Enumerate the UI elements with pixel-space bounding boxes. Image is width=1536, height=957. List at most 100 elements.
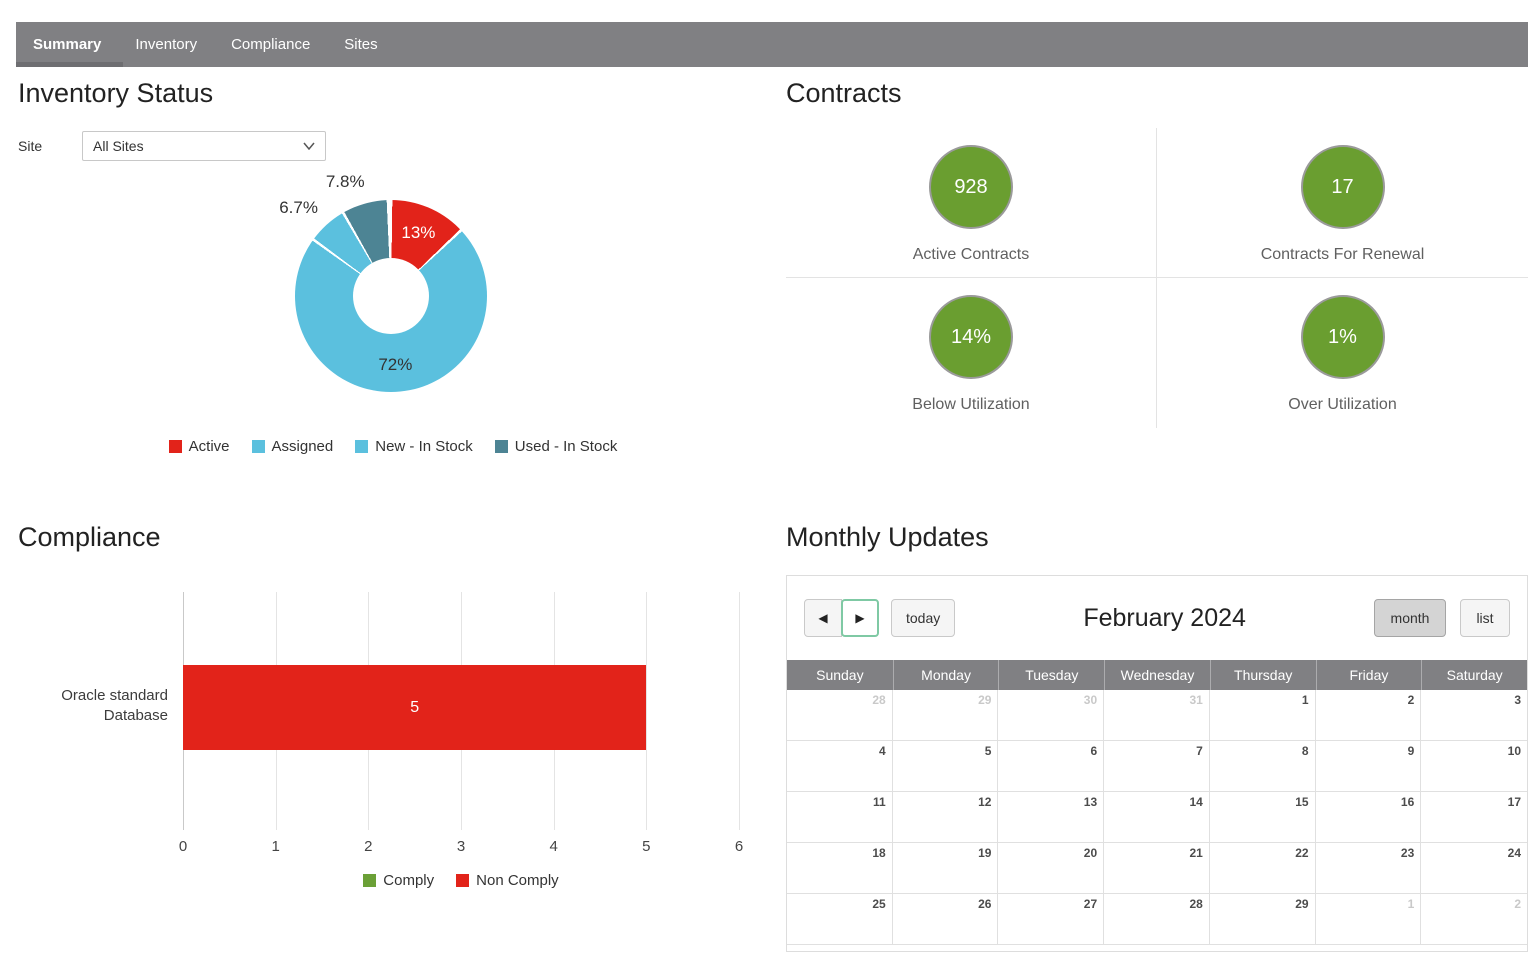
tab-compliance[interactable]: Compliance <box>231 36 311 53</box>
calendar-day-cell[interactable]: 24 <box>1421 843 1527 894</box>
contracts-tile-active: 928 Active Contracts <box>786 128 1157 278</box>
chevron-down-icon <box>303 142 315 150</box>
calendar-day-cell[interactable]: 17 <box>1421 792 1527 843</box>
contracts-grid: 928 Active Contracts 17 Contracts For Re… <box>786 128 1528 428</box>
legend-label: Non Comply <box>476 872 559 889</box>
bar-value-label: 5 <box>410 698 420 716</box>
calendar-day-cell[interactable]: 23 <box>1315 843 1422 894</box>
gridline <box>739 592 740 830</box>
calendar-day-cell[interactable]: 8 <box>1209 741 1316 792</box>
tab-sites[interactable]: Sites <box>344 36 378 53</box>
calendar-today-button[interactable]: today <box>891 599 956 637</box>
contracts-tile-over-utilization: 1% Over Utilization <box>1157 278 1528 428</box>
legend-item[interactable]: Non Comply <box>456 872 559 889</box>
monthly-updates-title: Monthly Updates <box>786 522 989 552</box>
contracts-title: Contracts <box>786 78 902 108</box>
x-tick-label: 4 <box>549 838 558 855</box>
legend-swatch-icon <box>168 440 182 453</box>
calendar-day-cell[interactable]: 9 <box>1315 741 1422 792</box>
contracts-tile-renewal: 17 Contracts For Renewal <box>1157 128 1528 278</box>
calendar-day-cell[interactable]: 21 <box>1104 843 1210 894</box>
calendar-day-cell[interactable]: 31 <box>1104 690 1210 741</box>
kpi-label: Below Utilization <box>912 396 1030 413</box>
calendar-list-view-button[interactable]: list <box>1460 599 1510 637</box>
legend-item[interactable]: New - In Stock <box>355 438 473 455</box>
weekday-header-cell: Monday <box>892 660 999 690</box>
legend-swatch-icon <box>363 874 377 887</box>
calendar-day-cell[interactable]: 5 <box>892 741 999 792</box>
x-tick-label: 1 <box>271 838 280 855</box>
calendar-day-cell[interactable]: 28 <box>1104 894 1210 945</box>
calendar-day-cell[interactable]: 20 <box>998 843 1105 894</box>
top-tab-bar: Summary Inventory Compliance Sites <box>16 22 1528 67</box>
calendar-day-cell[interactable]: 4 <box>787 741 893 792</box>
bar-category-label: Oracle standard Database <box>61 687 168 724</box>
calendar-day-cell[interactable]: 2 <box>1421 894 1527 945</box>
compliance-chart-legend: Comply Non Comply <box>183 872 739 889</box>
legend-item[interactable]: Comply <box>363 872 434 889</box>
legend-swatch-icon <box>456 874 470 887</box>
kpi-circle-over-utilization: 1% <box>1300 295 1385 379</box>
calendar-day-cell[interactable]: 18 <box>787 843 893 894</box>
calendar: ◀ ▶ today February 2024 month list Sunda… <box>786 575 1528 952</box>
site-select[interactable]: All Sites <box>82 131 326 161</box>
calendar-day-cell[interactable]: 6 <box>998 741 1105 792</box>
calendar-day-cell[interactable]: 10 <box>1421 741 1527 792</box>
calendar-day-cell[interactable]: 12 <box>892 792 999 843</box>
calendar-month-title: February 2024 <box>1083 603 1246 632</box>
weekday-header-cell: Friday <box>1315 660 1422 690</box>
contracts-tile-below-utilization: 14% Below Utilization <box>786 278 1157 428</box>
donut-ring <box>295 200 487 392</box>
calendar-day-cell[interactable]: 7 <box>1104 741 1210 792</box>
calendar-day-cell[interactable]: 28 <box>787 690 893 741</box>
calendar-day-cell[interactable]: 27 <box>998 894 1105 945</box>
calendar-day-cell[interactable]: 25 <box>787 894 893 945</box>
legend-label: Active <box>188 438 230 455</box>
calendar-day-cell[interactable]: 13 <box>998 792 1105 843</box>
x-axis-ticks: 0 1 2 3 4 5 6 <box>179 838 743 856</box>
calendar-day-cell[interactable]: 16 <box>1315 792 1422 843</box>
inventory-status-title: Inventory Status <box>18 78 214 108</box>
legend-item[interactable]: Assigned <box>251 438 333 455</box>
legend-swatch-icon <box>494 440 508 453</box>
gridline <box>646 592 648 830</box>
weekday-header-cell: Wednesday <box>1104 660 1210 690</box>
calendar-month-view-button[interactable]: month <box>1374 599 1446 637</box>
weekday-header-cell: Sunday <box>816 667 864 683</box>
calendar-day-cell[interactable]: 26 <box>892 894 999 945</box>
calendar-prev-button[interactable]: ◀ <box>804 599 842 637</box>
left-arrow-icon: ◀ <box>818 611 828 625</box>
active-tab-indicator <box>16 62 123 67</box>
x-tick-label: 3 <box>456 838 466 855</box>
calendar-day-cell[interactable]: 19 <box>892 843 999 894</box>
kpi-circle-below-utilization: 14% <box>929 295 1013 379</box>
donut-slice-label: 7.8% <box>325 172 365 192</box>
calendar-day-cell[interactable]: 29 <box>1209 894 1316 945</box>
bar-non-comply: 5 <box>183 665 647 750</box>
site-label: Site <box>18 138 43 154</box>
weekday-header-cell: Saturday <box>1421 660 1527 690</box>
calendar-next-button[interactable]: ▶ <box>841 599 879 637</box>
calendar-day-cell[interactable]: 22 <box>1209 843 1316 894</box>
calendar-day-cell[interactable]: 14 <box>1104 792 1210 843</box>
tab-inventory[interactable]: Inventory <box>135 36 198 53</box>
calendar-day-cell[interactable]: 1 <box>1315 894 1422 945</box>
calendar-day-cell[interactable]: 2 <box>1315 690 1422 741</box>
calendar-weekday-header: Sunday Monday Tuesday Wednesday Thursday Frid… <box>787 660 1527 690</box>
calendar-day-cell[interactable]: 29 <box>892 690 999 741</box>
calendar-day-cell[interactable]: 11 <box>787 792 893 843</box>
tab-summary[interactable]: Summary <box>33 36 102 53</box>
legend-label: New - In Stock <box>375 438 473 455</box>
calendar-day-cell[interactable]: 15 <box>1209 792 1316 843</box>
x-tick-label: 6 <box>734 838 744 855</box>
calendar-day-cell[interactable]: 3 <box>1421 690 1527 741</box>
donut-slice-label: 6.7% <box>279 198 318 218</box>
legend-item[interactable]: Active <box>168 438 230 455</box>
kpi-label: Contracts For Renewal <box>1260 246 1425 263</box>
calendar-day-cell[interactable]: 1 <box>1209 690 1316 741</box>
legend-label: Comply <box>383 872 435 889</box>
legend-item[interactable]: Used - In Stock <box>494 438 617 455</box>
calendar-day-cell[interactable]: 30 <box>998 690 1105 741</box>
calendar-toolbar: ◀ ▶ today February 2024 month list <box>787 576 1527 660</box>
